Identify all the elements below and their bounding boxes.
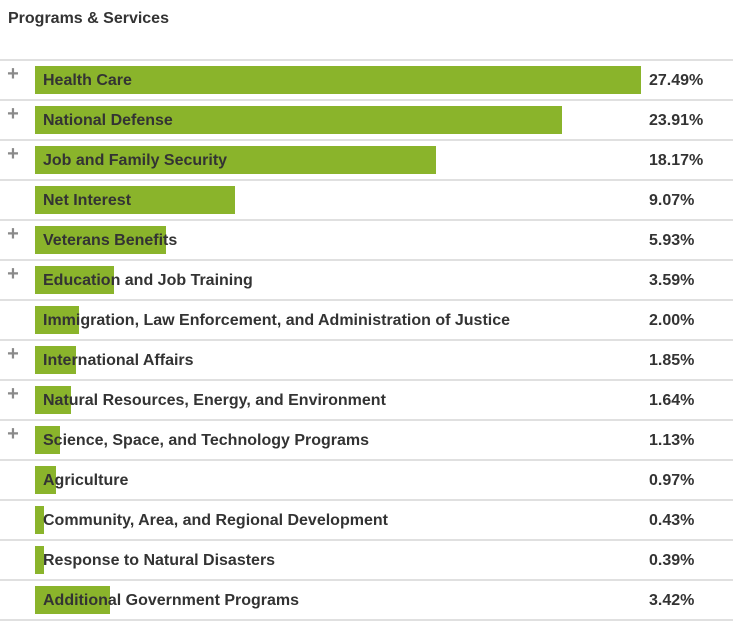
percent-value: 1.64% [649, 392, 695, 409]
plus-icon[interactable]: + [7, 63, 19, 85]
percent-value: 0.43% [649, 512, 695, 529]
percent-value: 0.39% [649, 552, 695, 569]
table-row: Immigration, Law Enforcement, and Admini… [0, 299, 733, 339]
bar [35, 386, 71, 414]
bar [35, 146, 436, 174]
plus-icon[interactable]: + [7, 343, 19, 365]
plus-icon[interactable]: + [7, 423, 19, 445]
percent-value: 5.93% [649, 232, 695, 249]
percent-value: 27.49% [649, 72, 704, 89]
table-row[interactable]: + Health Care 27.49% [0, 59, 733, 99]
bar [35, 226, 166, 254]
bar [35, 266, 114, 294]
bar [35, 106, 562, 134]
category-label: Net Interest [43, 192, 132, 209]
table-row[interactable]: + Natural Resources, Energy, and Environm… [0, 379, 733, 419]
category-label: Job and Family Security [43, 152, 228, 169]
bar [35, 186, 235, 214]
category-label: Additional Government Programs [43, 592, 300, 609]
bar [35, 346, 76, 374]
bar [35, 426, 60, 454]
table-row[interactable]: + International Affairs 1.85% [0, 339, 733, 379]
category-label: Science, Space, and Technology Programs [43, 432, 370, 449]
percent-value: 2.00% [649, 312, 695, 329]
bar [35, 306, 79, 334]
bar [35, 546, 44, 574]
percent-value: 3.42% [649, 592, 695, 609]
category-label: International Affairs [43, 352, 194, 369]
table-row: Additional Government Programs 3.42% [0, 579, 733, 621]
bar [35, 66, 641, 94]
bar-list: + Health Care 27.49% + National Defense 23.91… [0, 59, 733, 621]
table-row[interactable]: + Job and Family Security 18.17% [0, 139, 733, 179]
table-row: Response to Natural Disasters 0.39% [0, 539, 733, 579]
plus-icon[interactable]: + [7, 103, 19, 125]
percent-value: 1.85% [649, 352, 695, 369]
plus-icon[interactable]: + [7, 223, 19, 245]
category-label: Immigration, Law Enforcement, and Admini… [43, 312, 511, 329]
category-label: Education and Job Training [43, 272, 253, 289]
percent-value: 1.13% [649, 432, 695, 449]
category-label: Veterans Benefits [43, 232, 178, 249]
plus-icon[interactable]: + [7, 143, 19, 165]
table-row[interactable]: + Veterans Benefits 5.93% [0, 219, 733, 259]
percent-value: 9.07% [649, 192, 695, 209]
table-row[interactable]: + National Defense 23.91% [0, 99, 733, 139]
category-label: Community, Area, and Regional Developmen… [43, 512, 388, 529]
plus-icon[interactable]: + [7, 383, 19, 405]
table-row[interactable]: + Education and Job Training 3.59% [0, 259, 733, 299]
table-row: Community, Area, and Regional Developmen… [0, 499, 733, 539]
bar [35, 586, 110, 614]
percent-value: 0.97% [649, 472, 695, 489]
table-row[interactable]: + Science, Space, and Technology Programs… [0, 419, 733, 459]
category-label: Response to Natural Disasters [43, 552, 276, 569]
percent-value: 3.59% [649, 272, 695, 289]
plus-icon[interactable]: + [7, 263, 19, 285]
bar [35, 466, 56, 494]
category-label: Agriculture [43, 472, 129, 489]
percent-value: 23.91% [649, 112, 704, 129]
table-row: Agriculture 0.97% [0, 459, 733, 499]
table-row: Net Interest 9.07% [0, 179, 733, 219]
bar [35, 506, 44, 534]
category-label: National Defense [43, 112, 173, 129]
percent-value: 18.17% [649, 152, 704, 169]
category-label: Health Care [43, 72, 132, 89]
chart-title: Programs & Services [8, 10, 169, 27]
category-label: Natural Resources, Energy, and Environme… [43, 392, 386, 409]
